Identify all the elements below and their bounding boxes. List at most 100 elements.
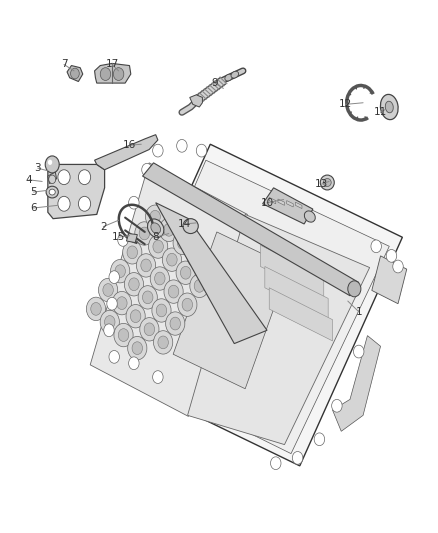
Text: 10: 10 — [261, 198, 274, 208]
Circle shape — [158, 336, 168, 349]
Ellipse shape — [49, 189, 55, 195]
Polygon shape — [263, 188, 313, 224]
Text: 11: 11 — [374, 107, 387, 117]
Circle shape — [353, 345, 364, 358]
Circle shape — [142, 291, 153, 304]
Circle shape — [386, 249, 397, 262]
Polygon shape — [95, 135, 158, 169]
Circle shape — [99, 278, 118, 302]
Circle shape — [152, 144, 163, 157]
Circle shape — [138, 286, 157, 309]
Circle shape — [132, 342, 142, 354]
Circle shape — [142, 164, 152, 176]
Circle shape — [177, 140, 187, 152]
Circle shape — [159, 218, 179, 241]
Circle shape — [194, 279, 205, 292]
Circle shape — [135, 222, 154, 245]
Circle shape — [105, 316, 115, 328]
Polygon shape — [127, 233, 138, 243]
Circle shape — [114, 324, 133, 347]
Ellipse shape — [385, 101, 393, 113]
Text: 7: 7 — [61, 60, 67, 69]
Circle shape — [131, 310, 141, 322]
Circle shape — [124, 272, 144, 296]
Circle shape — [144, 323, 155, 336]
Ellipse shape — [46, 186, 58, 198]
Circle shape — [58, 196, 70, 211]
Circle shape — [187, 244, 206, 268]
Ellipse shape — [225, 74, 233, 81]
Circle shape — [117, 297, 127, 310]
Polygon shape — [155, 203, 267, 344]
Circle shape — [156, 304, 167, 317]
Text: 5: 5 — [30, 187, 37, 197]
Circle shape — [118, 233, 128, 246]
Polygon shape — [117, 160, 389, 454]
Polygon shape — [108, 144, 403, 466]
Circle shape — [173, 231, 192, 255]
Circle shape — [113, 68, 124, 80]
Circle shape — [196, 144, 207, 157]
Circle shape — [118, 329, 129, 342]
Circle shape — [348, 281, 361, 297]
Circle shape — [129, 278, 139, 290]
Circle shape — [112, 292, 131, 315]
Polygon shape — [190, 95, 202, 107]
Polygon shape — [332, 336, 381, 431]
Circle shape — [91, 303, 101, 315]
Circle shape — [182, 298, 193, 311]
Circle shape — [393, 260, 403, 273]
Circle shape — [314, 433, 325, 446]
Circle shape — [45, 156, 59, 173]
Circle shape — [164, 280, 183, 303]
Ellipse shape — [231, 71, 239, 78]
Ellipse shape — [320, 175, 334, 190]
Text: 16: 16 — [123, 140, 136, 150]
Circle shape — [126, 304, 145, 328]
Circle shape — [137, 254, 155, 277]
Text: 15: 15 — [112, 232, 125, 243]
Ellipse shape — [304, 211, 315, 222]
Circle shape — [178, 293, 197, 317]
Polygon shape — [67, 66, 83, 82]
Circle shape — [86, 297, 106, 320]
Text: 2: 2 — [100, 222, 106, 232]
Ellipse shape — [183, 219, 198, 233]
Circle shape — [104, 324, 114, 337]
Circle shape — [128, 336, 147, 360]
Circle shape — [167, 253, 177, 266]
Polygon shape — [372, 256, 407, 304]
Circle shape — [292, 451, 303, 464]
Circle shape — [191, 249, 201, 262]
Circle shape — [150, 211, 160, 223]
Polygon shape — [269, 288, 332, 341]
Circle shape — [190, 274, 209, 297]
Polygon shape — [295, 202, 302, 208]
Circle shape — [129, 357, 139, 369]
Text: 17: 17 — [106, 60, 119, 69]
Polygon shape — [269, 197, 276, 204]
Circle shape — [176, 261, 195, 285]
Circle shape — [78, 169, 91, 184]
Circle shape — [271, 457, 281, 470]
Polygon shape — [261, 245, 324, 298]
Circle shape — [110, 260, 130, 283]
Circle shape — [168, 285, 179, 298]
Circle shape — [170, 317, 180, 330]
Text: 1: 1 — [355, 306, 362, 317]
Circle shape — [205, 263, 215, 276]
Circle shape — [145, 205, 165, 229]
Polygon shape — [90, 163, 247, 416]
Circle shape — [140, 318, 159, 341]
Circle shape — [129, 196, 139, 209]
Circle shape — [103, 284, 113, 296]
Polygon shape — [143, 163, 359, 296]
Polygon shape — [265, 266, 328, 320]
Text: 4: 4 — [26, 175, 32, 185]
Circle shape — [127, 246, 138, 259]
Circle shape — [332, 399, 342, 412]
Circle shape — [107, 297, 117, 310]
Circle shape — [155, 272, 165, 285]
Polygon shape — [278, 199, 285, 205]
Circle shape — [148, 235, 168, 259]
